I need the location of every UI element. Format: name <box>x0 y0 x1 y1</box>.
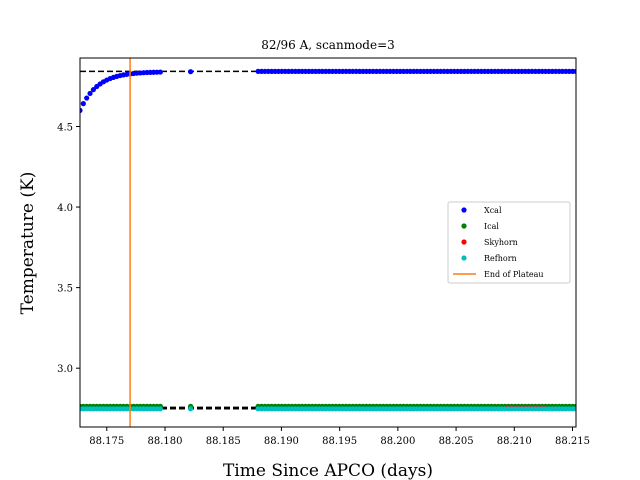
plot-frame <box>79 57 577 428</box>
y-axis-label: Temperature (K) <box>18 172 38 315</box>
legend: Xcal Ical Skyhorn Refhorn End of Plateau <box>447 201 571 284</box>
x-tick-label: 88.190 <box>264 436 299 447</box>
data-points <box>80 68 576 412</box>
point-xcal <box>84 95 90 101</box>
legend-label-refhorn: Refhorn <box>484 254 517 263</box>
point-xcal <box>573 68 576 74</box>
x-tick-label: 88.210 <box>497 436 532 447</box>
y-axis-ticks: 3.0 3.5 4.0 4.5 <box>57 122 80 375</box>
x-axis-ticks: 88.175 88.180 88.185 88.190 88.195 88.200 88.2… <box>89 427 590 447</box>
x-tick-label: 88.205 <box>439 436 474 447</box>
legend-label-end-of-plateau: End of Plateau <box>484 270 544 279</box>
point-xcal <box>157 69 163 75</box>
legend-label-ical: Ical <box>484 222 499 231</box>
legend-swatch-xcal <box>461 207 467 213</box>
y-tick-label: 3.5 <box>57 284 73 295</box>
legend-box <box>447 201 571 284</box>
legend-swatch-refhorn <box>461 255 467 261</box>
point-xcal <box>87 90 93 97</box>
x-tick-label: 88.200 <box>380 436 415 447</box>
legend-swatch-ical <box>461 223 467 229</box>
point-refhorn <box>157 406 163 412</box>
point-xcal <box>188 69 194 75</box>
x-axis-label: Time Since APCO (days) <box>223 461 433 480</box>
point-refhorn <box>573 406 576 412</box>
legend-swatch-skyhorn <box>461 239 467 245</box>
x-tick-label: 88.185 <box>206 436 241 447</box>
legend-label-xcal: Xcal <box>484 206 502 215</box>
chart-title: 82/96 A, scanmode=3 <box>261 38 395 52</box>
point-xcal <box>80 107 83 113</box>
point-xcal <box>80 101 86 107</box>
y-tick-label: 3.0 <box>57 364 73 375</box>
x-tick-label: 88.195 <box>322 436 357 447</box>
point-refhorn <box>188 406 194 412</box>
y-tick-label: 4.5 <box>57 122 73 133</box>
x-tick-label: 88.175 <box>89 436 124 447</box>
x-tick-label: 88.215 <box>555 436 590 447</box>
x-tick-label: 88.180 <box>147 436 182 447</box>
legend-label-skyhorn: Skyhorn <box>484 238 518 247</box>
point-xcal <box>90 87 96 93</box>
y-tick-label: 4.0 <box>57 203 73 214</box>
